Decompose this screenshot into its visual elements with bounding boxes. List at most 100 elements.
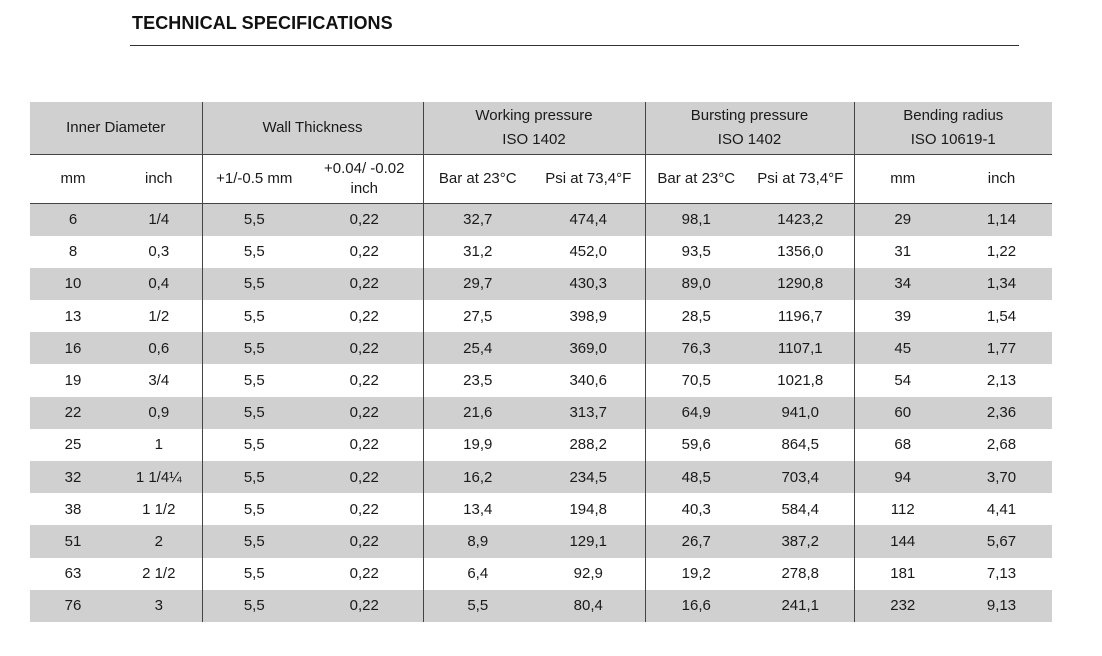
table-cell: 1290,8 xyxy=(747,267,854,301)
table-cell: 0,22 xyxy=(306,396,423,429)
table-cell: 19,9 xyxy=(422,428,532,461)
specifications-table: Inner Diameter Wall Thickness Working pr… xyxy=(30,102,1053,622)
table-cell: 5,5 xyxy=(201,589,306,622)
table-cell: 39 xyxy=(853,300,951,333)
table-cell: 5,5 xyxy=(201,332,306,365)
table-cell: 5,5 xyxy=(201,300,306,333)
table-cell: 5,5 xyxy=(201,364,306,397)
table-cell: 7,13 xyxy=(951,557,1053,590)
table-cell: 64,9 xyxy=(644,396,747,429)
table-cell: 31,2 xyxy=(422,235,532,268)
table-row: 16 0,6 5,5 0,22 25,4 369,0 76,3 1107,1 45 1,77 xyxy=(30,332,1053,365)
table-cell: 13 xyxy=(30,300,116,333)
table-cell: 703,4 xyxy=(747,461,854,494)
table-cell: 16,2 xyxy=(422,461,532,494)
table-cell: 51 xyxy=(30,525,116,558)
table-row: 51 2 5,5 0,22 8,9 129,1 26,7 387,2 144 5,67 xyxy=(30,525,1053,558)
table-cell: 0,22 xyxy=(306,428,423,461)
table-cell: 0,22 xyxy=(306,332,423,365)
table-row: 76 3 5,5 0,22 5,5 80,4 16,6 241,1 232 9,13 xyxy=(30,589,1053,622)
table-cell: 92,9 xyxy=(532,557,645,590)
table-cell: 864,5 xyxy=(747,428,854,461)
table-cell: 278,8 xyxy=(747,557,854,590)
table-row: 22 0,9 5,5 0,22 21,6 313,7 64,9 941,0 60 2,36 xyxy=(30,396,1053,429)
header-wall-thickness: Wall Thickness xyxy=(201,102,423,155)
table-cell: 3,70 xyxy=(951,461,1053,494)
table-cell: 0,22 xyxy=(306,525,423,558)
subheader-cell: Bar at 23°C xyxy=(644,154,747,204)
table-cell: 5,5 xyxy=(201,557,306,590)
table-cell: 54 xyxy=(853,364,951,397)
table-cell: 0,22 xyxy=(306,589,423,622)
table-cell: 0,22 xyxy=(306,364,423,397)
table-row: 38 1 1/2 5,5 0,22 13,4 194,8 40,3 584,4 112 4,41 xyxy=(30,493,1053,526)
table-cell: 32 xyxy=(30,461,116,494)
table-cell: 4,41 xyxy=(951,493,1053,526)
table-cell: 313,7 xyxy=(532,396,645,429)
table-cell: 0,3 xyxy=(116,235,202,268)
page-title: TECHNICAL SPECIFICATIONS xyxy=(132,13,393,33)
table-cell: 10 xyxy=(30,267,116,301)
table-cell: 474,4 xyxy=(532,203,645,236)
table-cell: 93,5 xyxy=(644,235,747,268)
subheader-cell: Psi at 73,4°F xyxy=(532,154,645,204)
table-cell: 1356,0 xyxy=(747,235,854,268)
subheader-cell: mm xyxy=(30,154,116,204)
table-cell: 1/4 xyxy=(116,203,202,236)
table-cell: 25,4 xyxy=(422,332,532,365)
table-cell: 2 1/2 xyxy=(116,557,202,590)
table-row: 19 3/4 5,5 0,22 23,5 340,6 70,5 1021,8 54 2,13 xyxy=(30,364,1053,397)
table-cell: 452,0 xyxy=(532,235,645,268)
table-cell: 25 xyxy=(30,428,116,461)
table-cell: 6 xyxy=(30,203,116,236)
table-cell: 288,2 xyxy=(532,428,645,461)
table-cell: 9,13 xyxy=(951,589,1053,622)
table-cell: 181 xyxy=(853,557,951,590)
subheader-cell: +1/-0.5 mm xyxy=(201,154,306,204)
table-cell: 234,5 xyxy=(532,461,645,494)
table-cell: 5,67 xyxy=(951,525,1053,558)
table-cell: 98,1 xyxy=(644,203,747,236)
table-cell: 29 xyxy=(853,203,951,236)
subheader-cell: +0.04/ -0.02 inch xyxy=(306,154,423,204)
table-cell: 584,4 xyxy=(747,493,854,526)
table-cell: 5,5 xyxy=(201,493,306,526)
table-cell: 16,6 xyxy=(644,589,747,622)
table-cell: 89,0 xyxy=(644,267,747,301)
table-cell: 40,3 xyxy=(644,493,747,526)
table-cell: 2,13 xyxy=(951,364,1053,397)
subheader-cell: Psi at 73,4°F xyxy=(747,154,854,204)
table-cell: 5,5 xyxy=(201,235,306,268)
table-row: 8 0,3 5,5 0,22 31,2 452,0 93,5 1356,0 31 1,22 xyxy=(30,235,1053,268)
header-bursting-pressure: Bursting pressure ISO 1402 xyxy=(644,102,854,155)
header-bending-radius: Bending radius ISO 10619-1 xyxy=(853,102,1053,155)
table-cell: 1 xyxy=(116,428,202,461)
table-cell: 63 xyxy=(30,557,116,590)
table-row: 63 2 1/2 5,5 0,22 6,4 92,9 19,2 278,8 181 7,13 xyxy=(30,557,1053,590)
table-cell: 5,5 xyxy=(201,428,306,461)
table-cell: 2,68 xyxy=(951,428,1053,461)
table-cell: 129,1 xyxy=(532,525,645,558)
table-cell: 5,5 xyxy=(201,396,306,429)
title-underline xyxy=(130,45,1019,46)
table-cell: 70,5 xyxy=(644,364,747,397)
table-cell: 941,0 xyxy=(747,396,854,429)
table-cell: 1,14 xyxy=(951,203,1053,236)
table-cell: 0,22 xyxy=(306,461,423,494)
table-cell: 76 xyxy=(30,589,116,622)
header-inner-diameter: Inner Diameter xyxy=(30,102,202,155)
table-cell: 45 xyxy=(853,332,951,365)
table-cell: 23,5 xyxy=(422,364,532,397)
table-cell: 60 xyxy=(853,396,951,429)
table-cell: 26,7 xyxy=(644,525,747,558)
table-cell: 2 xyxy=(116,525,202,558)
subheader-cell: mm xyxy=(853,154,951,204)
header-row-groups: Inner Diameter Wall Thickness Working pr… xyxy=(30,102,1053,155)
table-cell: 3 xyxy=(116,589,202,622)
table-cell: 1,77 xyxy=(951,332,1053,365)
table-cell: 232 xyxy=(853,589,951,622)
table-cell: 31 xyxy=(853,235,951,268)
table-cell: 0,22 xyxy=(306,203,423,236)
table-cell: 80,4 xyxy=(532,589,645,622)
table-cell: 398,9 xyxy=(532,300,645,333)
